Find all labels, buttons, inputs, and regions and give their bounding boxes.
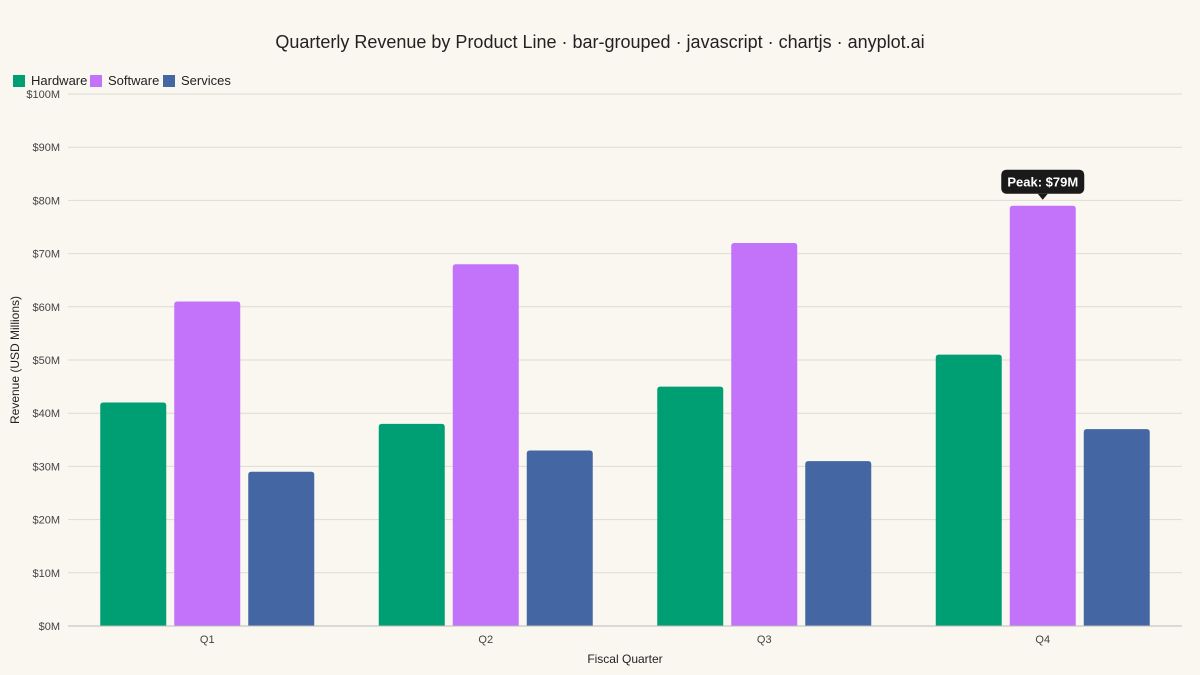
x-axis-title: Fiscal Quarter — [587, 652, 662, 666]
y-tick-label: $10M — [32, 568, 60, 580]
bar-hardware-q3[interactable] — [657, 386, 724, 626]
legend-label: Software — [108, 73, 159, 88]
y-axis-tick-labels: $0M $10M $20M $30M $40M $50M $60M $70M $80M $90M $… — [26, 89, 60, 633]
legend-item[interactable]: Services — [163, 73, 231, 88]
y-tick-label: $0M — [39, 621, 60, 633]
y-tick-label: $50M — [32, 355, 60, 367]
legend-swatch — [163, 75, 175, 87]
bar-hardware-q4[interactable] — [935, 354, 1002, 626]
y-tick-label: $90M — [32, 142, 60, 154]
legend-swatch — [90, 75, 102, 87]
chart-title: Quarterly Revenue by Product Line · bar-… — [275, 32, 924, 52]
bar-hardware-q2[interactable] — [378, 423, 445, 626]
bar-hardware-q1[interactable] — [100, 402, 167, 626]
y-tick-label: $70M — [32, 249, 60, 261]
legend-item[interactable]: Hardware — [13, 73, 87, 88]
bar-software-q4[interactable] — [1009, 205, 1076, 626]
y-tick-label: $60M — [32, 302, 60, 314]
y-tick-label: $40M — [32, 408, 60, 420]
bar-software-q3[interactable] — [731, 242, 798, 626]
y-tick-label: $80M — [32, 195, 60, 207]
x-tick-label: Q1 — [200, 634, 215, 646]
annotation-pointer — [1037, 193, 1048, 200]
bar-software-q1[interactable] — [174, 301, 241, 626]
legend-label: Services — [181, 73, 231, 88]
x-tick-label: Q4 — [1035, 634, 1050, 646]
x-axis-tick-labels: Q1 Q2 Q3 Q4 — [200, 634, 1050, 646]
y-tick-label: $20M — [32, 515, 60, 527]
annotation-label: Peak: $79M — [1007, 175, 1078, 190]
annotation-box — [1001, 169, 1085, 194]
bars — [100, 205, 1150, 626]
legend-swatch — [13, 75, 25, 87]
legend-label: Hardware — [31, 73, 87, 88]
y-tick-label: $100M — [26, 89, 60, 101]
bar-services-q2[interactable] — [526, 450, 593, 626]
bar-services-q3[interactable] — [805, 461, 872, 626]
bar-services-q4[interactable] — [1083, 429, 1150, 626]
bar-services-q1[interactable] — [248, 471, 315, 626]
x-tick-label: Q3 — [757, 634, 772, 646]
y-tick-label: $30M — [32, 461, 60, 473]
y-axis-title: Revenue (USD Millions) — [8, 296, 22, 424]
bar-software-q2[interactable] — [452, 264, 519, 626]
x-tick-label: Q2 — [478, 634, 493, 646]
peak-annotation: Peak: $79M — [1001, 169, 1085, 200]
legend: Hardware Software Services — [13, 73, 231, 88]
legend-item[interactable]: Software — [90, 73, 159, 88]
